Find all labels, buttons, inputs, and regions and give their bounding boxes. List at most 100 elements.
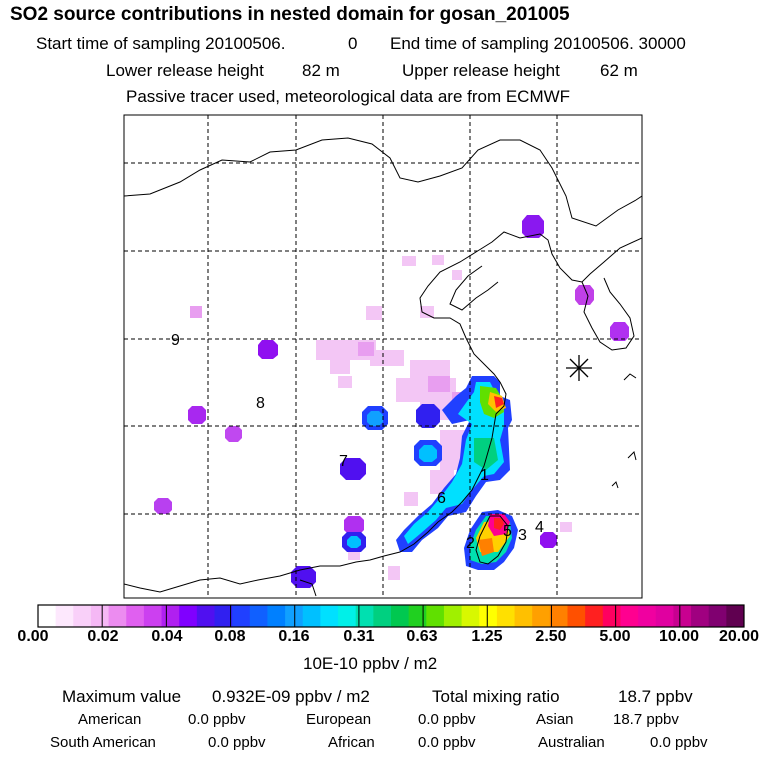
region-label-6: 6 bbox=[437, 490, 446, 507]
region-label-2: 2 bbox=[466, 535, 475, 552]
colorbar-swatch bbox=[691, 605, 710, 627]
colorbar-tick-9: 5.00 bbox=[599, 628, 631, 645]
region-label-3: 3 bbox=[518, 527, 527, 544]
colorbar-tick-7: 1.25 bbox=[471, 628, 503, 645]
ryukyu-islands-2 bbox=[627, 451, 637, 461]
colorbar-swatch bbox=[108, 605, 127, 627]
colorbar-swatch bbox=[514, 605, 533, 627]
source-blobs bbox=[154, 215, 629, 588]
region-label-8: 8 bbox=[256, 395, 265, 412]
south-american-label: South American bbox=[50, 734, 156, 751]
colorbar-swatch bbox=[496, 605, 516, 627]
colorbar-swatch bbox=[179, 605, 198, 627]
colorbar-swatch bbox=[479, 605, 498, 627]
colorbar-tick-0: 0.00 bbox=[17, 628, 49, 645]
colorbar-swatch bbox=[338, 605, 357, 627]
colorbar-tick-6: 0.63 bbox=[406, 628, 438, 645]
taiwan-orange bbox=[478, 538, 494, 556]
total-mixing-value: 18.7 ppbv bbox=[618, 687, 693, 706]
korea-coast bbox=[581, 277, 635, 351]
colorbar-swatch bbox=[655, 605, 674, 627]
colorbar-swatch bbox=[532, 605, 551, 627]
blob-west-a bbox=[258, 340, 278, 359]
african-label: African bbox=[328, 734, 375, 751]
grid-lines bbox=[124, 115, 642, 598]
colorbar-tick-5: 0.31 bbox=[343, 628, 375, 645]
colorbar-swatch bbox=[38, 605, 57, 627]
colorbar-tick-3: 0.08 bbox=[214, 628, 246, 645]
colorbar-swatch bbox=[602, 605, 621, 627]
blob-center-b bbox=[416, 404, 440, 428]
colorbar-swatch bbox=[90, 605, 110, 627]
australian-value: 0.0 ppbv bbox=[650, 734, 708, 751]
colorbar-swatch bbox=[73, 605, 92, 627]
blob-center-a-core bbox=[367, 411, 383, 426]
blob-region-4 bbox=[540, 532, 557, 548]
colorbar-swatch bbox=[143, 605, 163, 627]
region-label-1: 1 bbox=[480, 467, 489, 484]
region-label-9: 9 bbox=[171, 332, 180, 349]
south-american-value: 0.0 ppbv bbox=[208, 734, 266, 751]
african-value: 0.0 ppbv bbox=[418, 734, 476, 751]
colorbar-swatch bbox=[461, 605, 480, 627]
blob-southwest bbox=[291, 566, 316, 588]
plume-red-core bbox=[494, 396, 504, 408]
colorbar-swatch bbox=[55, 605, 74, 627]
blob-korea-north bbox=[522, 215, 544, 238]
colorbar-unit: 10E-10 ppbv / m2 bbox=[303, 654, 438, 673]
colorbar-swatch bbox=[373, 605, 392, 627]
colorbar-swatch bbox=[196, 605, 215, 627]
tracer-note: Passive tracer used, meteorological data… bbox=[126, 87, 571, 106]
map-frame bbox=[123, 114, 643, 599]
colorbar-swatch bbox=[567, 605, 586, 627]
blob-region-7 bbox=[340, 458, 366, 480]
east-china-coast bbox=[124, 381, 507, 593]
european-value: 0.0 ppbv bbox=[418, 711, 476, 728]
colorbar-swatch bbox=[585, 605, 604, 627]
china-korea-border bbox=[419, 231, 642, 383]
end-time-label: End time of sampling 20100506. 30000 bbox=[390, 34, 686, 53]
region-label-5: 5 bbox=[503, 523, 512, 540]
colorbar-tick-4: 0.16 bbox=[278, 628, 310, 645]
american-label: American bbox=[78, 711, 142, 728]
colorbar-tick-1: 0.02 bbox=[87, 628, 119, 645]
colorbar-swatch bbox=[638, 605, 657, 627]
colorbar-swatch bbox=[232, 605, 251, 627]
plume-green-south bbox=[474, 438, 498, 470]
colorbar-swatch bbox=[408, 605, 427, 627]
american-value: 0.0 ppbv bbox=[188, 711, 246, 728]
japan-islands bbox=[623, 373, 637, 381]
ryukyu-islands bbox=[611, 481, 619, 489]
colorbar-swatch bbox=[161, 605, 180, 627]
colorbar-swatch bbox=[267, 605, 286, 627]
colorbar-tick-10: 10.00 bbox=[658, 628, 700, 645]
colorbar-swatch bbox=[726, 605, 745, 627]
max-value: 0.932E-09 ppbv / m2 bbox=[212, 687, 370, 706]
mongolia-border bbox=[124, 137, 642, 227]
blob-west-d bbox=[154, 498, 172, 514]
colorbar-swatch bbox=[355, 605, 374, 627]
colorbar-tick-11: 20.00 bbox=[718, 628, 760, 645]
colorbar-swatch bbox=[320, 605, 339, 627]
map-title: SO2 source contributions in nested domai… bbox=[10, 4, 570, 25]
colorbar bbox=[38, 605, 745, 627]
region-label-7: 7 bbox=[339, 453, 348, 470]
start-time-label: Start time of sampling 20100506. bbox=[36, 34, 286, 53]
plume-cyan bbox=[404, 382, 504, 544]
blob-korea-center bbox=[575, 285, 594, 305]
colorbar-swatch bbox=[549, 605, 568, 627]
region-labels: 1 2 3 4 5 6 7 8 9 bbox=[171, 332, 544, 552]
asian-value: 18.7 ppbv bbox=[613, 711, 679, 728]
european-label: European bbox=[306, 711, 372, 728]
upper-height-value: 62 m bbox=[600, 61, 638, 80]
total-mixing-label: Total mixing ratio bbox=[432, 687, 560, 706]
gosan-receptor-star bbox=[566, 355, 592, 381]
bohai-coast bbox=[449, 265, 499, 311]
blob-west-b bbox=[188, 406, 206, 424]
lower-height-value: 82 m bbox=[302, 61, 340, 80]
taiwan-outline bbox=[475, 515, 509, 565]
colorbar-swatch bbox=[708, 605, 727, 627]
max-value-label: Maximum value bbox=[62, 687, 182, 706]
colorbar-swatch bbox=[302, 605, 321, 627]
